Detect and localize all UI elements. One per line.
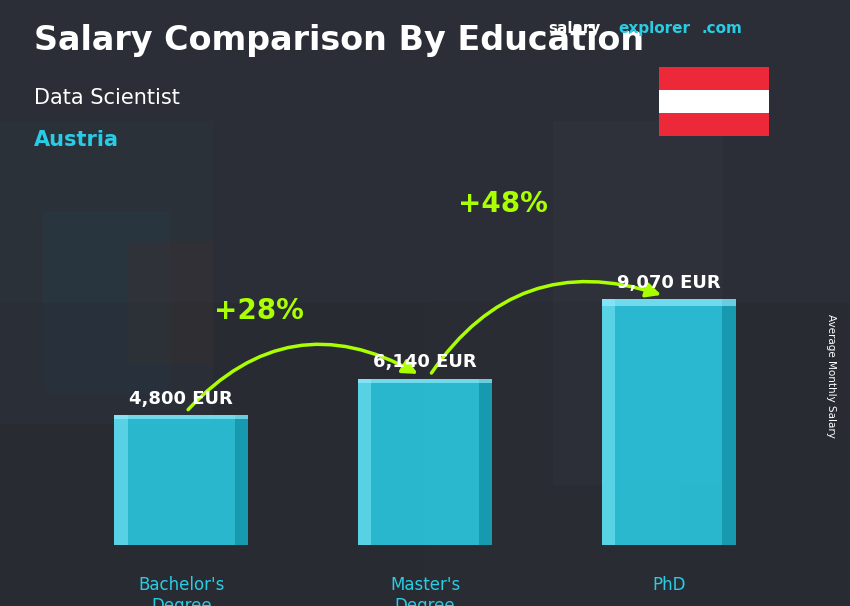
Text: .com: .com xyxy=(701,21,742,36)
Text: 9,070 EUR: 9,070 EUR xyxy=(617,274,721,291)
Bar xyxy=(602,299,736,545)
Text: salary: salary xyxy=(548,21,601,36)
Bar xyxy=(114,415,248,419)
Bar xyxy=(659,67,769,90)
Text: Master's
Degree: Master's Degree xyxy=(390,576,460,606)
Text: +48%: +48% xyxy=(458,190,548,218)
Text: 4,800 EUR: 4,800 EUR xyxy=(129,390,233,408)
Text: Salary Comparison By Education: Salary Comparison By Education xyxy=(34,24,644,57)
Text: +28%: +28% xyxy=(214,297,304,325)
Bar xyxy=(602,299,736,306)
Text: Average Monthly Salary: Average Monthly Salary xyxy=(826,314,836,438)
Bar xyxy=(114,415,128,545)
Text: Data Scientist: Data Scientist xyxy=(34,88,180,108)
Bar xyxy=(659,113,769,136)
Bar xyxy=(425,303,680,606)
Bar xyxy=(0,121,212,424)
Bar xyxy=(659,90,769,113)
Bar xyxy=(479,379,492,545)
Bar xyxy=(722,299,735,545)
Bar xyxy=(552,121,722,485)
Text: Austria: Austria xyxy=(34,130,119,150)
Bar xyxy=(0,0,850,303)
Bar xyxy=(358,379,371,545)
Bar xyxy=(358,379,492,384)
Bar xyxy=(235,415,248,545)
Text: 6,140 EUR: 6,140 EUR xyxy=(373,353,477,371)
Bar xyxy=(42,212,170,394)
Bar xyxy=(358,379,492,545)
Bar xyxy=(114,415,248,545)
Text: Bachelor's
Degree: Bachelor's Degree xyxy=(139,576,224,606)
Bar xyxy=(128,242,212,364)
Bar xyxy=(0,303,850,606)
Text: PhD: PhD xyxy=(652,576,685,594)
Text: explorer: explorer xyxy=(618,21,690,36)
Bar xyxy=(602,299,615,545)
